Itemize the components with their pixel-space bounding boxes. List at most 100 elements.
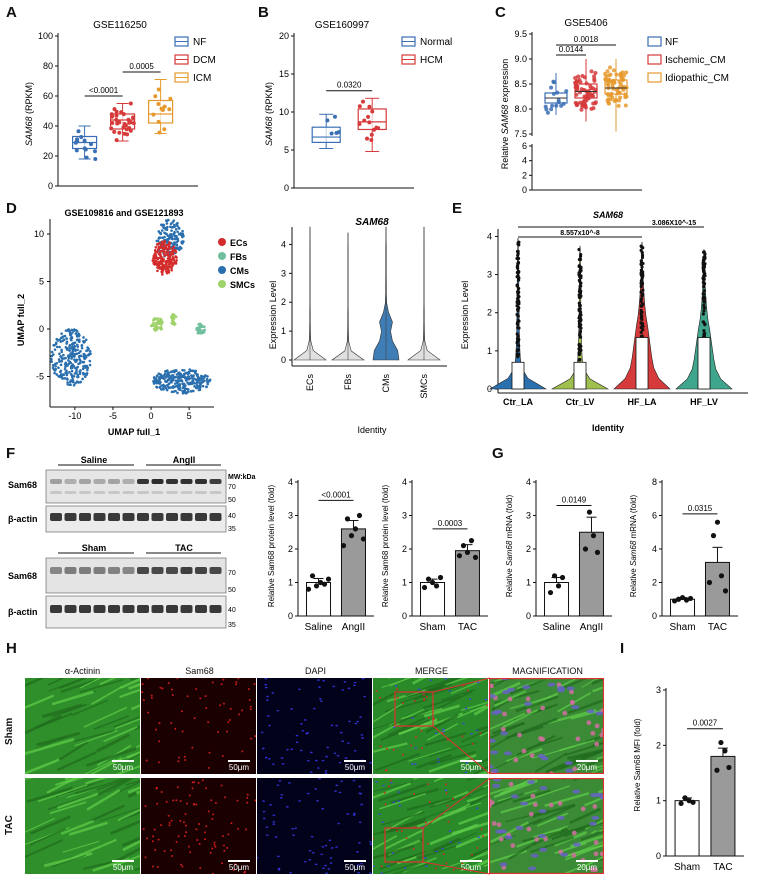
outlier-HF_LA bbox=[639, 284, 643, 289]
micro-texture-tac-actinin bbox=[25, 778, 140, 872]
umap-point-cms bbox=[156, 239, 160, 243]
band-actin-bottom bbox=[108, 605, 120, 613]
outlier-HF_LV bbox=[701, 262, 705, 266]
outlier-Ctr_LV bbox=[577, 295, 582, 299]
umap-point-ecs bbox=[153, 257, 157, 260]
umap-point-cms bbox=[65, 373, 69, 377]
umap-point-ecs bbox=[174, 255, 177, 259]
xtick-d2-FBs: FBs bbox=[343, 374, 353, 391]
umap-point-cms bbox=[178, 382, 182, 386]
outlier-Ctr_LV bbox=[579, 281, 583, 285]
point-DCM bbox=[110, 120, 115, 125]
umap-point-ecs bbox=[163, 239, 167, 243]
dot-TAC bbox=[472, 554, 479, 560]
xtick-d1-2: 0 bbox=[149, 411, 154, 421]
wb-group-sham: Sham bbox=[82, 543, 107, 553]
ytick-G2-3: 6 bbox=[652, 511, 657, 521]
micro-image-tac-dapi: 50μm bbox=[257, 778, 372, 874]
legend-swatch-Ischemic_CM bbox=[647, 54, 662, 65]
band-sam68-top-faint bbox=[122, 491, 135, 494]
dot-Saline bbox=[321, 581, 328, 587]
umap-point-ecs bbox=[157, 245, 161, 249]
chart-d-violin-axes: 0 1 2 3 4 bbox=[281, 227, 447, 367]
point-Ischemic_CM bbox=[574, 92, 579, 97]
legend-dot-FBs bbox=[218, 252, 226, 260]
umap-point-cms bbox=[70, 328, 74, 332]
umap-point-cms bbox=[65, 348, 69, 351]
umap-point-ecs bbox=[157, 264, 161, 268]
legend-swatch-NF bbox=[647, 36, 662, 47]
band-sam68-top-faint bbox=[137, 491, 149, 494]
legend-label-CMs: CMs bbox=[230, 266, 249, 276]
micro-image-tac-actinin: 50μm bbox=[25, 778, 140, 874]
umap-point-cms bbox=[169, 370, 173, 374]
umap-point-cms bbox=[183, 369, 186, 372]
point-NF bbox=[554, 103, 559, 108]
band-sam68-top bbox=[50, 479, 62, 484]
umap-point-cms bbox=[165, 222, 169, 225]
band-sam68-top bbox=[64, 479, 77, 484]
bar-AngII bbox=[340, 528, 366, 617]
umap-point-cms bbox=[169, 235, 172, 238]
umap-point-cms bbox=[161, 236, 164, 240]
micro-texture-sham-actinin bbox=[25, 678, 140, 774]
micro-image-sham-dapi: 50μm bbox=[257, 678, 372, 774]
wb-marker-50-bottom: 50 bbox=[228, 587, 236, 594]
outlier-HF_LA bbox=[641, 324, 645, 328]
chart-d-umap-legend: ECs FBs CMs SMCs bbox=[218, 238, 255, 290]
band-sam68-top bbox=[93, 479, 106, 484]
umap-point-ecs bbox=[165, 265, 169, 268]
outlier-HF_LA bbox=[641, 274, 645, 278]
micro-texture-sham-sam68 bbox=[141, 678, 256, 769]
band-sam68-top bbox=[180, 479, 193, 484]
outlier-Ctr_LV bbox=[577, 278, 581, 282]
umap-point-cms bbox=[63, 334, 67, 338]
umap-point-cms bbox=[60, 336, 63, 340]
micro-texture-sham-dapi bbox=[260, 678, 372, 774]
umap-point-cms bbox=[60, 332, 63, 335]
umap-point-ecs bbox=[175, 259, 178, 262]
ytick-G1-3: 3 bbox=[526, 511, 531, 521]
point-Normal bbox=[329, 131, 334, 136]
umap-point-cms bbox=[69, 352, 72, 355]
ytick-d1-3: 10 bbox=[34, 229, 44, 239]
umap-point-cms bbox=[76, 348, 79, 352]
wb-mw-label: MW:kDa bbox=[228, 474, 256, 481]
scale-bar-label: 50μm bbox=[344, 863, 366, 872]
umap-point-cms bbox=[65, 337, 69, 340]
dot-AngII bbox=[582, 546, 589, 552]
outlier-Ctr_LA bbox=[516, 290, 520, 294]
umap-point-ecs bbox=[165, 271, 169, 275]
umap-point-ecs bbox=[171, 249, 174, 252]
umap-point-cms bbox=[55, 361, 59, 365]
band-sam68-bottom bbox=[93, 567, 106, 574]
ytick-d1-1: 0 bbox=[39, 324, 44, 334]
point-HCM bbox=[362, 118, 367, 123]
chart-c-ylabel: Relative SAM68 expression bbox=[500, 59, 510, 170]
umap-point-cms bbox=[72, 383, 76, 387]
ytick-B-3: 15 bbox=[279, 69, 289, 79]
umap-point-smcs bbox=[172, 320, 175, 324]
umap-point-cms bbox=[191, 369, 194, 373]
outlier-Ctr_LA bbox=[515, 297, 520, 301]
dot-TAC bbox=[714, 519, 721, 525]
dot-Saline bbox=[325, 576, 332, 582]
umap-point-cms bbox=[88, 359, 92, 363]
outlier-Ctr_LA bbox=[517, 286, 521, 291]
band-sam68-top bbox=[166, 479, 178, 484]
umap-point-smcs bbox=[159, 327, 163, 331]
ytick-G1-2: 2 bbox=[526, 544, 531, 554]
panel-label-h: H bbox=[6, 640, 17, 657]
dot-Sham bbox=[433, 583, 440, 589]
boxplot-Ctr_LV bbox=[573, 361, 587, 390]
umap-point-cms bbox=[71, 375, 74, 379]
point-HCM bbox=[357, 122, 362, 127]
point-NF bbox=[93, 157, 98, 161]
point-Ischemic_CM bbox=[589, 69, 594, 74]
band-sam68-top bbox=[108, 479, 120, 484]
point-Idiopathic_CM bbox=[623, 92, 628, 97]
point-Idiopathic_CM bbox=[614, 87, 619, 92]
umap-point-ecs bbox=[161, 273, 164, 276]
umap-point-cms bbox=[180, 374, 184, 377]
